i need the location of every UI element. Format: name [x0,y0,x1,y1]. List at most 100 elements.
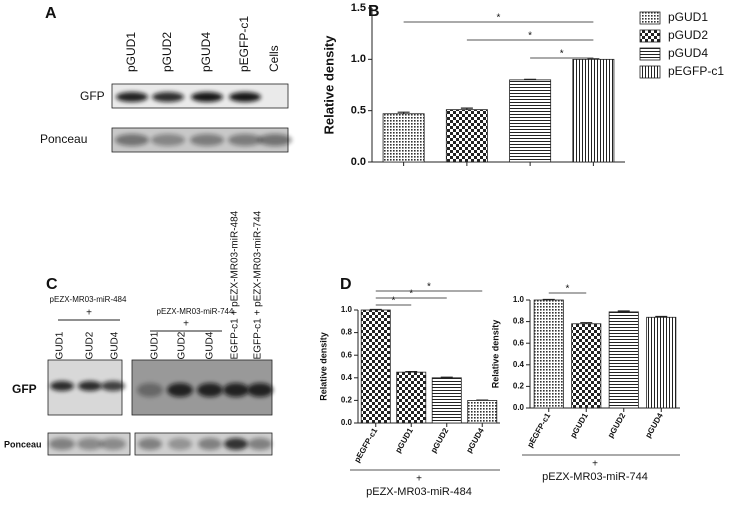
lane-label: pEGFP-c1 [237,16,251,72]
blot-band [116,92,148,102]
y-axis-label: Relative density [490,320,500,389]
blot-band [228,134,262,146]
error-bar [440,376,453,378]
blot-band [198,438,222,450]
x-tick-label: pEGFP-c1 [525,411,552,449]
x-tick-label: pGUD2 [606,411,628,439]
lane-label: Cells [267,45,281,72]
y-tick-label: 0.8 [513,317,525,326]
blot-band [77,438,103,450]
lane-label: pGUD4 [199,32,213,72]
bar [431,377,462,424]
blot-band [78,381,102,391]
row-label: GFP [80,89,105,103]
error-bar [617,310,630,312]
blot-band [197,383,223,397]
y-axis-label: Relative density [321,35,336,135]
blot-band [247,383,273,397]
bar [467,399,498,424]
lane-label: pGUD1 [124,32,138,72]
y-tick-label: 1.5 [351,2,366,14]
y-axis-label: Relative density [318,332,328,401]
y-tick-label: 1.0 [351,53,366,65]
row-label: Ponceau [40,132,87,146]
bar [509,79,552,163]
y-tick-label: 0.6 [513,338,525,347]
group-sign: + [416,474,422,485]
error-bar [460,107,473,110]
legend-label: pGUD1 [668,10,708,24]
row-label: GFP [12,382,37,396]
blot-band [49,438,75,450]
blot-band [248,438,272,450]
blot-band [152,92,184,102]
x-tick-label: pGUD4 [464,426,486,454]
significance-label: * [528,31,532,42]
legend-label: pEGFP-c1 [668,64,724,78]
group-sign: + [592,459,598,470]
error-bar [524,78,537,80]
panel-label: A [45,5,57,22]
blot-band [224,438,248,450]
y-tick-label: 0.2 [341,396,353,405]
legend-swatch [639,29,661,43]
group-title: pEZX-MR03-miR-744 [157,307,234,316]
y-tick-label: 0.4 [341,373,353,382]
error-bar [397,111,410,114]
bar [382,113,425,163]
legend-label: pGUD2 [668,28,708,42]
error-bar [369,308,382,311]
lane-label: pGUD4 [110,331,121,365]
blot-band [229,92,261,102]
blot-band [223,383,249,397]
blot-band [168,438,192,450]
x-tick-label: pGUD2 [429,426,451,454]
panel-label: B [368,3,380,20]
lane-label: pGUD2 [85,331,96,365]
y-tick-label: 1.0 [341,305,353,314]
panel-label: C [46,276,58,293]
blot-band [101,381,125,391]
error-bar [542,298,555,301]
significance-label: * [497,13,501,24]
lane-label: pGUD2 [177,331,188,365]
lane-label: pEGFP-c1 + pEZX-MR03-miR-484 [230,210,241,365]
lane-label: pGUD1 [55,331,66,365]
panel-label: D [340,276,352,293]
blot-band [115,134,149,146]
blot-band [151,134,185,146]
legend-swatch [639,65,661,79]
bar [360,309,391,424]
legend-swatch [639,11,661,25]
bar [646,316,677,409]
legend-swatch [639,47,661,61]
blot-band [258,134,292,146]
bar [445,109,488,163]
blot-band [191,92,223,102]
y-tick-label: 0.8 [341,328,353,337]
x-tick-label: pGUD4 [643,411,665,439]
error-bar [405,370,418,373]
bar [571,323,602,409]
blot-band [100,438,126,450]
x-tick-label: pGUD1 [393,426,415,454]
bar [608,311,639,409]
row-label: Ponceau [4,439,42,449]
error-bar [587,58,600,60]
significance-label: * [427,282,431,293]
group-sign: + [183,319,189,330]
y-tick-label: 1.0 [513,295,525,304]
y-tick-label: 0.0 [513,403,525,412]
blot-band [190,134,224,146]
group-label: pEZX-MR03-miR-484 [366,486,472,498]
blot-band [138,438,162,450]
significance-label: * [392,296,396,307]
x-tick-label: pEGFP-c1 [352,426,379,464]
y-tick-label: 0.0 [341,418,353,427]
blot-band [137,383,163,397]
significance-label: * [409,289,413,300]
y-tick-label: 0.5 [351,105,366,117]
blot-band [167,383,193,397]
lane-label: pGUD1 [150,331,161,365]
